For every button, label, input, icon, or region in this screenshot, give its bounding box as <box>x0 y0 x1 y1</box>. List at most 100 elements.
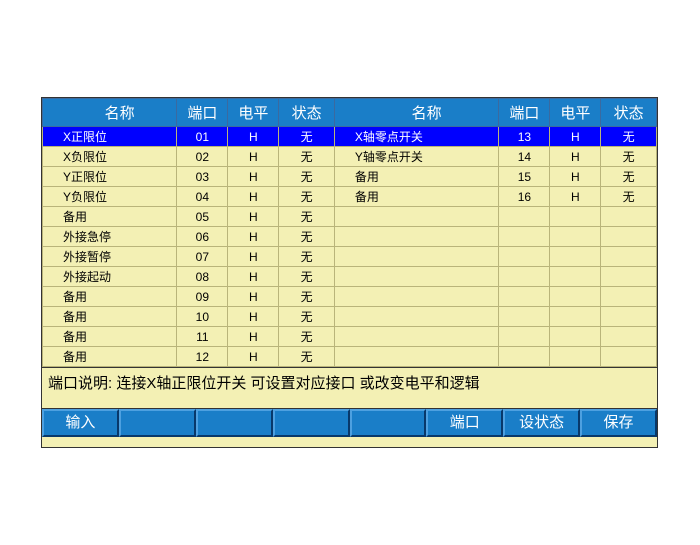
table-row[interactable]: X正限位01H无X轴零点开关13H无 <box>43 127 657 147</box>
cell-state: 无 <box>601 147 657 167</box>
cell-state: 无 <box>279 167 335 187</box>
cell-name <box>334 207 499 227</box>
table-header-row: 名称 端口 电平 状态 名称 端口 电平 状态 <box>43 99 657 127</box>
cell-level <box>550 227 601 247</box>
cell-name: X负限位 <box>43 147 177 167</box>
header-name-left: 名称 <box>43 99 177 127</box>
cell-name: 备用 <box>43 327 177 347</box>
cell-level <box>550 347 601 367</box>
toolbar-slot-2[interactable] <box>119 409 196 437</box>
cell-name: 备用 <box>43 287 177 307</box>
cell-name: 外接急停 <box>43 227 177 247</box>
cell-state: 无 <box>279 187 335 207</box>
cell-name <box>334 327 499 347</box>
cell-port: 09 <box>177 287 228 307</box>
table-row[interactable]: 备用12H无 <box>43 347 657 367</box>
cell-name: 备用 <box>43 307 177 327</box>
table-row[interactable]: Y正限位03H无备用15H无 <box>43 167 657 187</box>
cell-name <box>334 287 499 307</box>
cell-port <box>499 327 550 347</box>
table-row[interactable]: 外接急停06H无 <box>43 227 657 247</box>
cell-level <box>550 247 601 267</box>
table-row[interactable]: 备用09H无 <box>43 287 657 307</box>
header-state-left: 状态 <box>279 99 335 127</box>
table-row[interactable]: 外接暂停07H无 <box>43 247 657 267</box>
cell-port: 01 <box>177 127 228 147</box>
setstate-button[interactable]: 设状态 <box>503 409 580 437</box>
cell-name: X轴零点开关 <box>334 127 499 147</box>
save-button[interactable]: 保存 <box>580 409 657 437</box>
cell-level <box>550 327 601 347</box>
cell-state <box>601 347 657 367</box>
cell-level: H <box>228 247 279 267</box>
cell-name <box>334 347 499 367</box>
cell-port <box>499 307 550 327</box>
cell-name: 外接暂停 <box>43 247 177 267</box>
cell-state: 无 <box>279 227 335 247</box>
cell-state: 无 <box>279 307 335 327</box>
cell-port: 06 <box>177 227 228 247</box>
cell-level: H <box>228 127 279 147</box>
cell-port <box>499 267 550 287</box>
toolbar: 输入 端口 设状态 保存 <box>42 409 657 437</box>
header-name-right: 名称 <box>334 99 499 127</box>
header-level-left: 电平 <box>228 99 279 127</box>
cell-level: H <box>228 207 279 227</box>
cell-state <box>601 227 657 247</box>
table-row[interactable]: 备用05H无 <box>43 207 657 227</box>
table-row[interactable]: X负限位02H无Y轴零点开关14H无 <box>43 147 657 167</box>
toolbar-slot-5[interactable] <box>350 409 427 437</box>
cell-state: 无 <box>601 167 657 187</box>
cell-name: 备用 <box>334 187 499 207</box>
cell-state: 无 <box>279 287 335 307</box>
cell-state: 无 <box>279 207 335 227</box>
cell-state: 无 <box>601 187 657 207</box>
cell-state: 无 <box>279 147 335 167</box>
cell-state: 无 <box>601 127 657 147</box>
toolbar-slot-4[interactable] <box>273 409 350 437</box>
cell-port <box>499 347 550 367</box>
cell-state: 无 <box>279 247 335 267</box>
cell-port <box>499 287 550 307</box>
cell-port: 04 <box>177 187 228 207</box>
cell-port: 14 <box>499 147 550 167</box>
cell-level: H <box>228 167 279 187</box>
cell-state: 无 <box>279 327 335 347</box>
table-row[interactable]: 备用11H无 <box>43 327 657 347</box>
cell-state: 无 <box>279 127 335 147</box>
cell-port: 12 <box>177 347 228 367</box>
cell-level: H <box>228 147 279 167</box>
cell-state <box>601 327 657 347</box>
cell-level: H <box>228 227 279 247</box>
cell-level: H <box>228 187 279 207</box>
cell-level: H <box>550 127 601 147</box>
cell-state: 无 <box>279 267 335 287</box>
port-description: 端口说明: 连接X轴正限位开关 可设置对应接口 或改变电平和逻辑 <box>42 367 657 409</box>
io-table: 名称 端口 电平 状态 名称 端口 电平 状态 X正限位01H无X轴零点开关13… <box>42 98 657 367</box>
port-button[interactable]: 端口 <box>426 409 503 437</box>
cell-state <box>601 287 657 307</box>
table-row[interactable]: 备用10H无 <box>43 307 657 327</box>
table-row[interactable]: Y负限位04H无备用16H无 <box>43 187 657 207</box>
input-button[interactable]: 输入 <box>42 409 119 437</box>
cell-name <box>334 267 499 287</box>
cell-level: H <box>550 187 601 207</box>
cell-state <box>601 307 657 327</box>
cell-name: Y正限位 <box>43 167 177 187</box>
cell-port <box>499 227 550 247</box>
header-port-right: 端口 <box>499 99 550 127</box>
cell-name: 备用 <box>334 167 499 187</box>
cell-name: 备用 <box>43 207 177 227</box>
cell-name: Y轴零点开关 <box>334 147 499 167</box>
table-row[interactable]: 外接起动08H无 <box>43 267 657 287</box>
cell-port: 08 <box>177 267 228 287</box>
cell-level: H <box>228 307 279 327</box>
header-state-right: 状态 <box>601 99 657 127</box>
toolbar-slot-3[interactable] <box>196 409 273 437</box>
cell-level <box>550 287 601 307</box>
cell-level: H <box>228 327 279 347</box>
cell-level: H <box>550 167 601 187</box>
cell-name: 外接起动 <box>43 267 177 287</box>
cell-port <box>499 207 550 227</box>
cell-level: H <box>228 267 279 287</box>
